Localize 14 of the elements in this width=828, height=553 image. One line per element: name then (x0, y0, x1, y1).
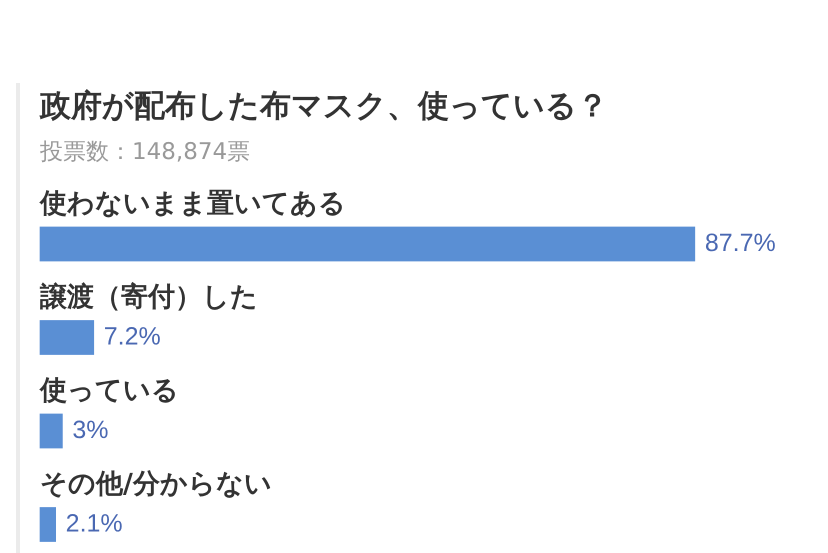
data-label: 7.2% (104, 322, 161, 350)
bar (40, 320, 94, 355)
chart-title: 政府が配布した布マスク、使っている？ (40, 87, 608, 125)
y-tick-label: その他/分からない (40, 468, 272, 500)
data-label: 87.7% (704, 228, 776, 257)
y-tick-label: 使っている (39, 375, 179, 406)
chart-subtitle: 投票数：148,874票 (40, 138, 250, 166)
y-tick-label: 使わないまま置いてある (39, 188, 346, 220)
bar (40, 226, 696, 262)
bar (40, 414, 63, 448)
data-label: 2.1% (66, 509, 123, 538)
data-label: 3% (72, 416, 109, 444)
bar (40, 507, 56, 542)
y-tick-label: 譲渡（寄付）した (39, 282, 258, 313)
